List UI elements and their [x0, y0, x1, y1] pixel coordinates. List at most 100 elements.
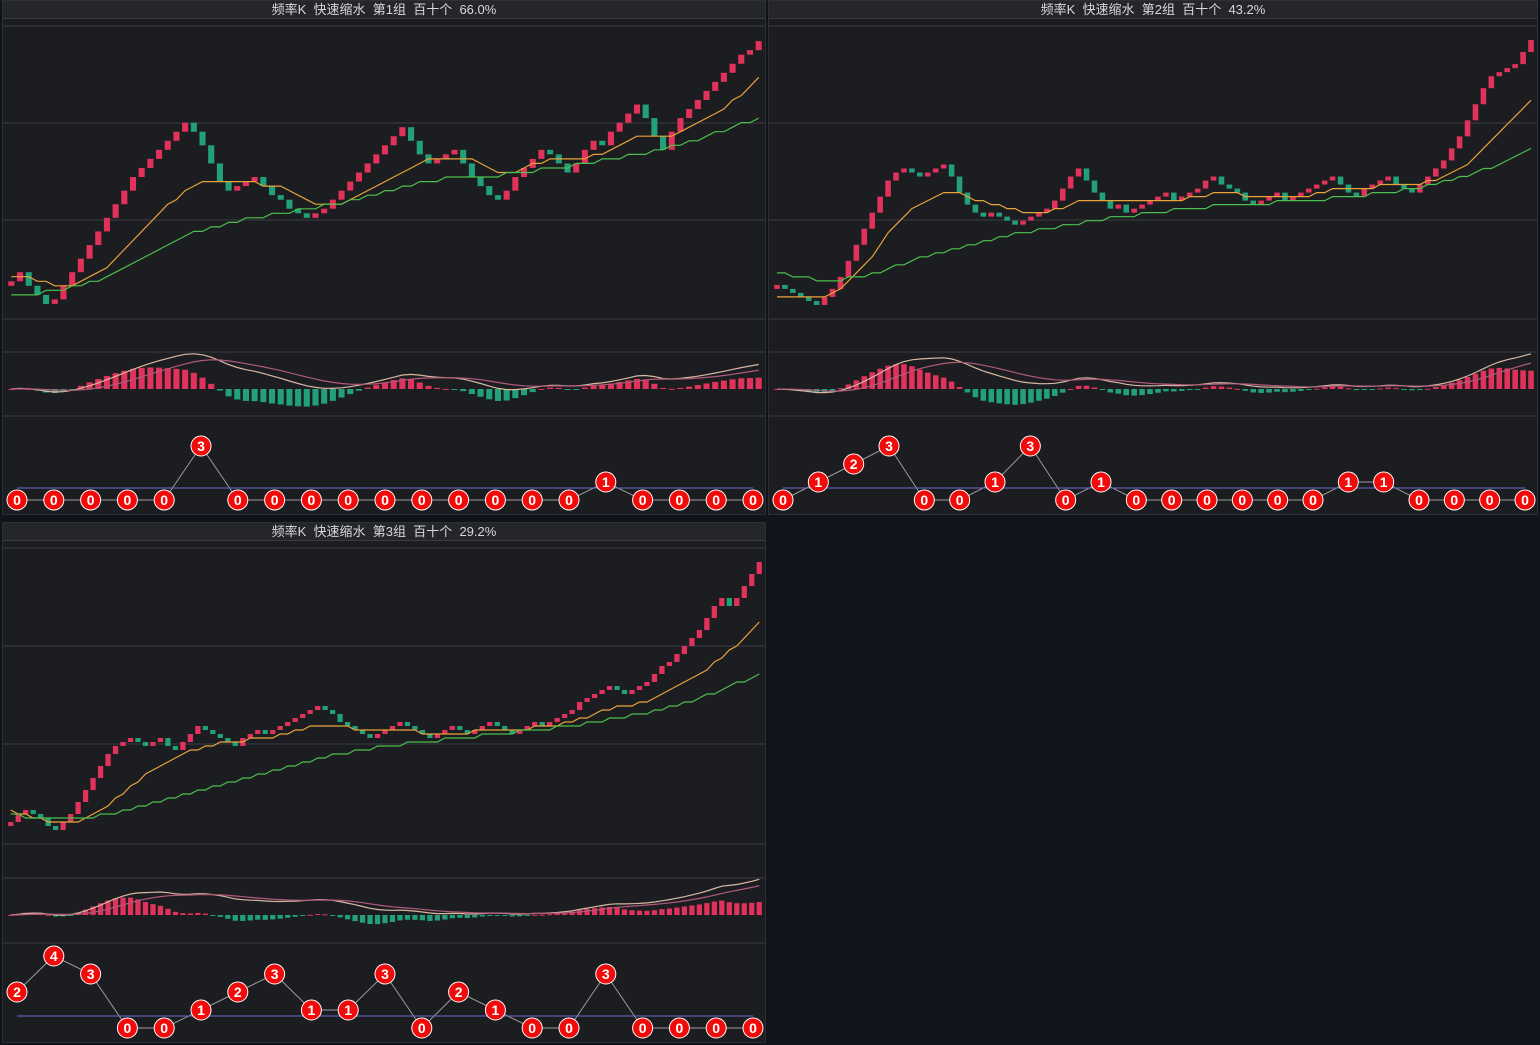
macd-bar — [599, 907, 605, 915]
candle — [390, 136, 397, 146]
signal-bubble — [1514, 489, 1536, 511]
candle — [1329, 176, 1336, 181]
macd-bar — [1306, 389, 1312, 390]
candle — [512, 177, 519, 191]
macd-bar — [1440, 385, 1447, 389]
macd-bar — [216, 389, 223, 391]
macd-bar — [532, 914, 538, 916]
chart-title: 频率K 快速缩水 第2组 百十个 43.2% — [769, 1, 1537, 19]
candle — [225, 181, 232, 191]
macd-bar — [704, 903, 710, 915]
candle — [909, 168, 915, 173]
candle — [270, 730, 276, 734]
macd-bar — [419, 915, 426, 921]
macd-bar — [1242, 389, 1249, 391]
candle — [427, 734, 433, 738]
signal-count: 0 — [779, 492, 787, 508]
candle — [164, 140, 171, 150]
candle — [616, 122, 623, 132]
candle — [182, 122, 189, 132]
ma-fast-line — [10, 621, 760, 823]
candle — [53, 826, 59, 830]
candle — [1123, 204, 1129, 213]
candle — [719, 598, 725, 606]
candle — [337, 714, 343, 722]
candle — [112, 746, 119, 754]
macd-bar — [82, 909, 89, 915]
macd-bar — [240, 915, 246, 921]
macd-bar — [774, 389, 780, 390]
macd-bar — [247, 915, 253, 921]
signal-bubble — [668, 489, 690, 511]
macd-bar — [1393, 388, 1399, 390]
macd-bar — [1171, 389, 1177, 392]
signal-bubble — [448, 489, 470, 511]
macd-bar — [980, 389, 987, 401]
candle — [1520, 52, 1526, 65]
macd-bar — [1377, 388, 1383, 390]
candle — [312, 213, 319, 218]
macd-bar — [948, 381, 955, 389]
candle — [554, 718, 560, 722]
signal-bubble — [1231, 489, 1253, 511]
candle — [547, 149, 554, 155]
macd-bar — [1059, 389, 1066, 393]
candles — [8, 41, 762, 304]
signal-count: 0 — [1521, 492, 1529, 508]
candle — [532, 722, 538, 726]
macd-bar — [45, 914, 51, 916]
macd-bar — [584, 908, 590, 915]
macd-bar — [1020, 389, 1026, 405]
signal-count: 1 — [1097, 474, 1105, 490]
macd-bar — [68, 915, 74, 916]
candle — [322, 706, 328, 710]
signal-count: 0 — [1062, 492, 1070, 508]
candle — [1313, 184, 1320, 189]
macd-bar — [352, 915, 358, 922]
candle — [1139, 204, 1145, 209]
signal-bubble — [264, 489, 286, 511]
macd-bar — [509, 915, 515, 917]
empty-panel — [768, 519, 1540, 1045]
macd-bar — [382, 915, 388, 924]
macd-bar — [295, 389, 302, 407]
candle — [1353, 192, 1360, 197]
candle — [1028, 216, 1034, 221]
candle — [187, 734, 194, 742]
signal-count: 0 — [124, 492, 132, 508]
candle — [651, 118, 658, 137]
macd-bar — [625, 380, 632, 389]
macd-bar — [260, 389, 267, 403]
signal-count: 0 — [565, 1020, 573, 1036]
candle — [268, 186, 276, 196]
macd-bar — [486, 389, 493, 400]
signal-bubble — [190, 435, 212, 457]
dea-line — [11, 359, 759, 391]
candle — [82, 790, 89, 802]
candle — [861, 228, 868, 245]
candle — [940, 164, 947, 169]
candle — [355, 172, 362, 182]
macd-bar — [367, 915, 373, 925]
candle — [494, 722, 500, 726]
candle — [51, 299, 58, 304]
candle — [15, 814, 21, 822]
candle — [202, 726, 208, 730]
candlestick-chart: 0 0 0 0 0 3 0 0 0 0 0 0 0 0 0 0 1 0 0 0 0 — [3, 25, 765, 511]
candle — [659, 666, 665, 674]
macd-bar — [1329, 386, 1336, 389]
macd-bar — [741, 903, 747, 915]
macd-bar — [861, 376, 868, 389]
candle — [364, 163, 371, 173]
macd-bar — [659, 909, 665, 915]
candle — [1369, 184, 1376, 189]
macd-bar — [845, 384, 852, 389]
candle — [1440, 160, 1447, 169]
candlestick-chart: 2 4 3 0 0 1 2 3 1 1 3 0 2 1 0 0 3 0 0 0 0 — [3, 547, 765, 1039]
signal-count: 1 — [602, 474, 610, 490]
macd-bar — [629, 910, 635, 915]
signal-count: 0 — [344, 492, 352, 508]
macd-bar — [502, 915, 508, 916]
candle — [367, 734, 373, 738]
grid — [769, 25, 1537, 417]
